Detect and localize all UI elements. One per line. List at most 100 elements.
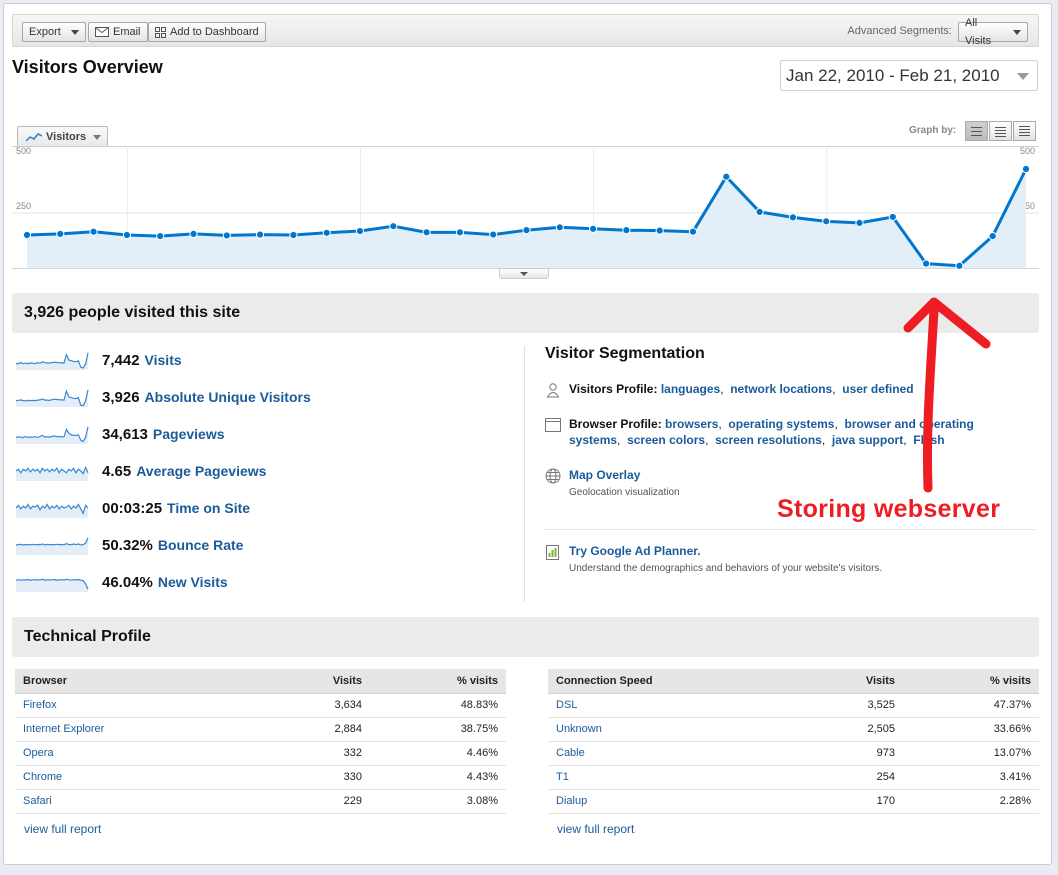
data-point[interactable] [522, 226, 531, 235]
data-point[interactable] [489, 230, 498, 239]
metric-label-link[interactable]: Time on Site [167, 500, 251, 516]
row-name-link[interactable]: T1 [548, 765, 798, 790]
column-header[interactable]: Connection Speed [548, 669, 798, 694]
column-header[interactable]: Browser [15, 669, 265, 694]
data-point[interactable] [56, 229, 65, 239]
data-point[interactable] [189, 229, 198, 239]
metric-row: 7,442 Visits [14, 348, 182, 372]
row-name-link[interactable]: Opera [15, 741, 265, 766]
browser-profile-screen-colors-link[interactable]: screen colors [627, 433, 706, 447]
data-point[interactable] [788, 213, 798, 222]
metric-label-link[interactable]: Pageviews [152, 426, 225, 442]
row-name-link[interactable]: Cable [548, 741, 798, 766]
data-point[interactable] [688, 227, 698, 236]
data-point[interactable] [888, 212, 897, 222]
data-point[interactable] [855, 218, 864, 228]
browser-view-full-report-link[interactable]: view full report [24, 822, 102, 836]
visitors-summary-header: 3,926 people visited this site [12, 293, 1039, 333]
percent-visits-cell: 4.43% [370, 765, 506, 790]
visitors-profile-network-locations-link[interactable]: network locations [730, 382, 833, 396]
browser-profile-operating-systems-link[interactable]: operating systems [728, 417, 835, 431]
row-name-link[interactable]: Firefox [15, 693, 265, 718]
sparkline [15, 503, 89, 518]
date-range-picker[interactable]: Jan 22, 2010 - Feb 21, 2010 [780, 60, 1038, 91]
row-name-link[interactable]: Chrome [15, 765, 265, 790]
connection-view-full-report-link[interactable]: view full report [557, 822, 635, 836]
ad-planner-row: Try Google Ad Planner. Understand the de… [545, 543, 1019, 577]
data-point[interactable] [422, 228, 431, 237]
data-point[interactable] [822, 217, 831, 226]
data-point[interactable] [955, 261, 964, 270]
browser-window-icon [545, 418, 561, 432]
data-point[interactable] [755, 207, 764, 217]
add-to-dashboard-button[interactable]: Add to Dashboard [148, 22, 266, 42]
ad-planner-link[interactable]: Try Google Ad Planner. [569, 544, 701, 558]
data-point[interactable] [389, 222, 398, 231]
data-point[interactable] [156, 232, 165, 241]
column-header[interactable]: % visits [370, 669, 506, 694]
export-button[interactable]: Export [22, 22, 86, 42]
row-name-link[interactable]: Unknown [548, 717, 798, 742]
row-name-link[interactable]: DSL [548, 693, 798, 718]
visitors-profile-languages-link[interactable]: languages [660, 382, 721, 396]
connection-speed-table: Connection Speed Visits% visits DSL 3,525 47… [548, 669, 1039, 814]
red-arrow-icon [903, 297, 991, 493]
row-name-link[interactable]: Safari [15, 789, 265, 814]
graph-by-label: Graph by: [909, 125, 957, 136]
column-header[interactable]: Visits [265, 669, 370, 694]
map-overlay-row: Map Overlay Geolocation visualization [545, 467, 1019, 501]
data-point[interactable] [22, 230, 32, 240]
metric-label-link[interactable]: Absolute Unique Visitors [144, 389, 311, 405]
data-point[interactable] [555, 223, 564, 232]
data-point[interactable] [256, 230, 265, 239]
metric-label-link[interactable]: New Visits [157, 574, 228, 590]
visits-cell: 229 [265, 789, 370, 814]
data-point[interactable] [355, 226, 365, 236]
row-name-link[interactable]: Internet Explorer [15, 717, 265, 742]
browser-profile-label: Browser Profile: [569, 417, 662, 431]
data-point[interactable] [589, 224, 598, 233]
data-point[interactable] [322, 228, 331, 237]
metric-label-link[interactable]: Bounce Rate [157, 537, 244, 553]
browser-profile-screen-resolutions-link[interactable]: screen resolutions [715, 433, 822, 447]
browser-profile-browser-and-os-link[interactable]: browser and operating systems [569, 417, 974, 447]
row-name-link[interactable]: Dialup [548, 789, 798, 814]
data-point[interactable] [289, 230, 298, 240]
metric-value: 4.65 [102, 462, 132, 480]
metric-row: 50.32% Bounce Rate [14, 533, 243, 557]
advanced-segments-value: All Visits [965, 17, 992, 47]
metric-selector-tab[interactable]: Visitors [17, 126, 108, 147]
visitors-chart: Jan 25Feb 1Feb 8Feb 15500500250250 [12, 146, 1039, 270]
visitors-profile-user-defined-link[interactable]: user defined [842, 382, 914, 396]
column-header[interactable]: % visits [903, 669, 1039, 694]
data-point[interactable] [89, 227, 98, 236]
graph-by-month-button[interactable] [1013, 121, 1036, 141]
data-point[interactable] [922, 259, 931, 268]
data-point[interactable] [122, 230, 132, 240]
metric-row: 3,926 Absolute Unique Visitors [14, 385, 311, 409]
browser-profile-browsers-link[interactable]: browsers [665, 417, 719, 431]
email-button[interactable]: Email [88, 22, 148, 42]
browser-profile-java-support-link[interactable]: java support [831, 433, 904, 447]
chart-resize-handle[interactable] [499, 268, 549, 279]
data-point[interactable] [222, 231, 231, 240]
data-point[interactable] [722, 172, 731, 181]
graph-by-day-button[interactable] [965, 121, 988, 141]
graph-by-week-button[interactable] [989, 121, 1012, 141]
advanced-segments-select[interactable]: All Visits [958, 17, 1028, 47]
metric-label-link[interactable]: Average Pageviews [136, 463, 267, 479]
data-point[interactable] [1021, 164, 1031, 174]
data-point[interactable] [622, 226, 631, 235]
table-row: Dialup 170 2.28% [548, 789, 1039, 814]
column-header[interactable]: Visits [798, 669, 903, 694]
data-point[interactable] [455, 228, 464, 237]
visits-cell: 332 [265, 741, 370, 766]
metric-label-link[interactable]: Visits [144, 352, 182, 368]
visits-cell: 2,884 [265, 717, 370, 742]
browser-profile-row: Browser Profile: browsers, operating sys… [545, 416, 1019, 448]
map-overlay-link[interactable]: Map Overlay [569, 468, 641, 482]
data-point[interactable] [988, 232, 997, 241]
data-point[interactable] [655, 226, 664, 235]
envelope-icon [95, 27, 109, 37]
